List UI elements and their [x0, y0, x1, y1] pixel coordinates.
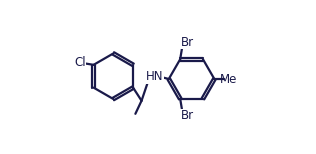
Text: Cl: Cl: [74, 56, 86, 69]
Text: HN: HN: [145, 70, 163, 83]
Text: Me: Me: [220, 73, 237, 85]
Text: Br: Br: [180, 109, 194, 122]
Text: Br: Br: [180, 36, 194, 49]
